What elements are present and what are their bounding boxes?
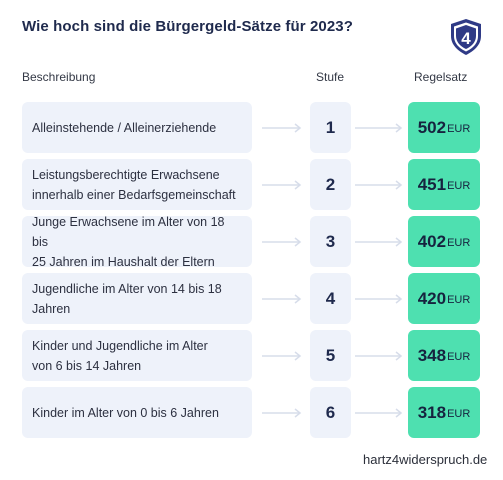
rate-amount: 420 (417, 288, 447, 308)
table-row-6: Kinder im Alter von 0 bis 6 Jahren 6 318… (0, 387, 503, 438)
rate-currency: EUR (447, 180, 471, 192)
row-level: 4 (310, 273, 351, 324)
arrow-right-icon (355, 237, 403, 247)
rate-amount: 318 (417, 402, 447, 422)
row-level: 2 (310, 159, 351, 210)
rate-amount: 502 (417, 117, 447, 137)
logo-text: 4 (461, 29, 471, 48)
arrow-right-icon (262, 180, 302, 190)
row-description: Leistungsberechtigte Erwachsene innerhal… (22, 159, 252, 210)
rate-amount: 451 (417, 174, 447, 194)
rate-currency: EUR (447, 351, 471, 363)
table-row-3: Junge Erwachsene im Alter von 18 bis 25 … (0, 215, 503, 269)
arrow-right-icon (355, 123, 403, 133)
footer-website: hartz4widerspruch.de (363, 452, 488, 467)
table-row-4: Jugendliche im Alter von 14 bis 18 Jahre… (0, 273, 503, 324)
header-rate: Regelsatz (414, 70, 468, 84)
arrow-right-icon (262, 237, 302, 247)
arrow-right-icon (355, 351, 403, 361)
rate-currency: EUR (447, 408, 471, 420)
table-row-5: Kinder und Jugendliche im Alter von 6 bi… (0, 330, 503, 381)
row-level: 6 (310, 387, 351, 438)
rate-currency: EUR (447, 294, 471, 306)
row-description: Kinder und Jugendliche im Alter von 6 bi… (22, 330, 252, 381)
arrow-right-icon (355, 408, 403, 418)
row-level: 5 (310, 330, 351, 381)
row-rate: 420 EUR (408, 273, 480, 324)
rate-currency: EUR (447, 237, 471, 249)
row-rate: 451 EUR (408, 159, 480, 210)
row-level: 1 (310, 102, 351, 153)
arrow-right-icon (355, 180, 403, 190)
row-description: Jugendliche im Alter von 14 bis 18 Jahre… (22, 273, 252, 324)
arrow-right-icon (262, 123, 302, 133)
arrow-right-icon (262, 408, 302, 418)
row-rate: 318 EUR (408, 387, 480, 438)
rate-amount: 348 (417, 345, 447, 365)
row-rate: 402 EUR (408, 216, 480, 267)
row-rate: 502 EUR (408, 102, 480, 153)
header-level: Stufe (316, 70, 345, 84)
row-rate: 348 EUR (408, 330, 480, 381)
table-row-1: Alleinstehende / Alleinerziehende 1 502 E… (0, 102, 503, 153)
row-level: 3 (310, 216, 351, 267)
row-description: Kinder im Alter von 0 bis 6 Jahren (22, 387, 252, 438)
row-description: Junge Erwachsene im Alter von 18 bis 25 … (22, 215, 252, 269)
row-description: Alleinstehende / Alleinerziehende (22, 102, 252, 153)
rate-amount: 402 (417, 231, 447, 251)
arrow-right-icon (262, 294, 302, 304)
page-title: Wie hoch sind die Bürgergeld-Sätze für 2… (22, 18, 353, 35)
table-row-2: Leistungsberechtigte Erwachsene innerhal… (0, 159, 503, 210)
arrow-right-icon (262, 351, 302, 361)
header-description: Beschreibung (22, 70, 96, 84)
shield-logo-icon: 4 (451, 19, 481, 55)
rate-currency: EUR (447, 123, 471, 135)
arrow-right-icon (355, 294, 403, 304)
